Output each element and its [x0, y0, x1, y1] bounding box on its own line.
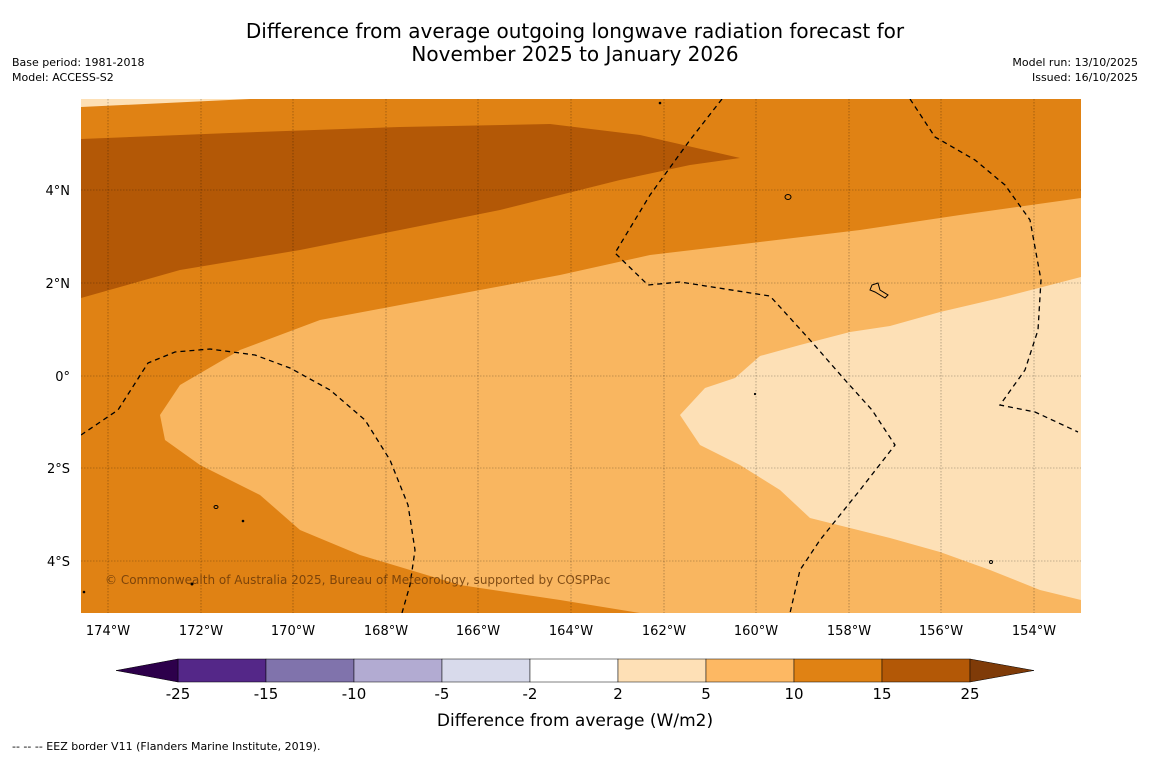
colorbar [115, 658, 1035, 683]
colorbar-segment-0 [177, 658, 267, 683]
title-line-1: Difference from average outgoing longwav… [245, 19, 905, 43]
x-tick-160w: 160°W [734, 624, 778, 639]
x-tick-164w: 164°W [549, 624, 593, 639]
x-tick-172w: 172°W [179, 624, 223, 639]
cb-tick-9: 25 [960, 685, 979, 703]
colorbar-segment-6 [705, 658, 795, 683]
cb-tick-7: 10 [784, 685, 803, 703]
colorbar-segment-1 [265, 658, 355, 683]
x-tick-158w: 158°W [827, 624, 871, 639]
eez-borders [81, 99, 1079, 613]
cb-tick-0: -25 [166, 685, 191, 703]
cb-tick-2: -10 [342, 685, 367, 703]
x-tick-154w: 154°W [1012, 624, 1056, 639]
colorbar-segment-2 [353, 658, 443, 683]
x-tick-166w: 166°W [456, 624, 500, 639]
colorbar-segment-4 [529, 658, 619, 683]
colorbar-label: Difference from average (W/m2) [437, 711, 713, 731]
band-15-25 [81, 124, 740, 298]
x-tick-162w: 162°W [642, 624, 686, 639]
y-tick-labels: 4°N 2°N 0° 2°S 4°S [46, 184, 71, 570]
issued-text: Issued: 16/10/2025 [1031, 71, 1138, 84]
x-tick-170w: 170°W [271, 624, 315, 639]
cb-tick-4: -2 [523, 685, 538, 703]
eez-border-east [909, 99, 1079, 433]
eez-border-west [81, 348, 416, 613]
cb-tick-5: 2 [613, 685, 623, 703]
model-run-text: Model run: 13/10/2025 [1012, 56, 1138, 69]
footer-eez-note: -- -- -- EEZ border V11 (Flanders Marine… [12, 740, 321, 753]
cb-tick-1: -15 [254, 685, 279, 703]
base-period-text: Base period: 1981-2018 [12, 56, 145, 69]
x-tick-156w: 156°W [919, 624, 963, 639]
band-2-5-top-strip [81, 99, 250, 107]
y-tick-2s: 2°S [47, 462, 70, 477]
meta-left: Base period: 1981-2018 Model: ACCESS-S2 [12, 55, 144, 85]
model-text: Model: ACCESS-S2 [12, 71, 114, 84]
colorbar-tick-labels: -25 -15 -10 -5 -2 2 5 10 15 25 [166, 685, 980, 703]
band-2-5 [680, 277, 1081, 600]
colorbar-segment-8 [881, 658, 971, 683]
y-tick-2n: 2°N [46, 277, 71, 292]
title-line-2: November 2025 to January 2026 [411, 42, 739, 66]
islands [82, 101, 993, 594]
x-tick-168w: 168°W [364, 624, 408, 639]
colorbar-segment-7 [793, 658, 883, 683]
x-tick-labels: 174°W 172°W 170°W 168°W 166°W 164°W 162°… [86, 624, 1056, 639]
copyright-text: © Commonwealth of Australia 2025, Bureau… [105, 573, 610, 587]
x-tick-174w: 174°W [86, 624, 130, 639]
cb-tick-8: 15 [872, 685, 891, 703]
cb-tick-3: -5 [435, 685, 450, 703]
colorbar-over-arrow [969, 658, 1035, 683]
colorbar-segment-5 [617, 658, 707, 683]
map-area: © Commonwealth of Australia 2025, Bureau… [81, 99, 1081, 613]
colorbar-segment-3 [441, 658, 531, 683]
y-tick-4n: 4°N [46, 184, 71, 199]
y-tick-4s: 4°S [47, 555, 70, 570]
meta-right: Model run: 13/10/2025 Issued: 16/10/2025 [1012, 55, 1138, 85]
colorbar-under-arrow [115, 658, 179, 683]
y-tick-0: 0° [55, 370, 70, 385]
eez-border-central [614, 99, 896, 613]
cb-tick-6: 5 [701, 685, 711, 703]
